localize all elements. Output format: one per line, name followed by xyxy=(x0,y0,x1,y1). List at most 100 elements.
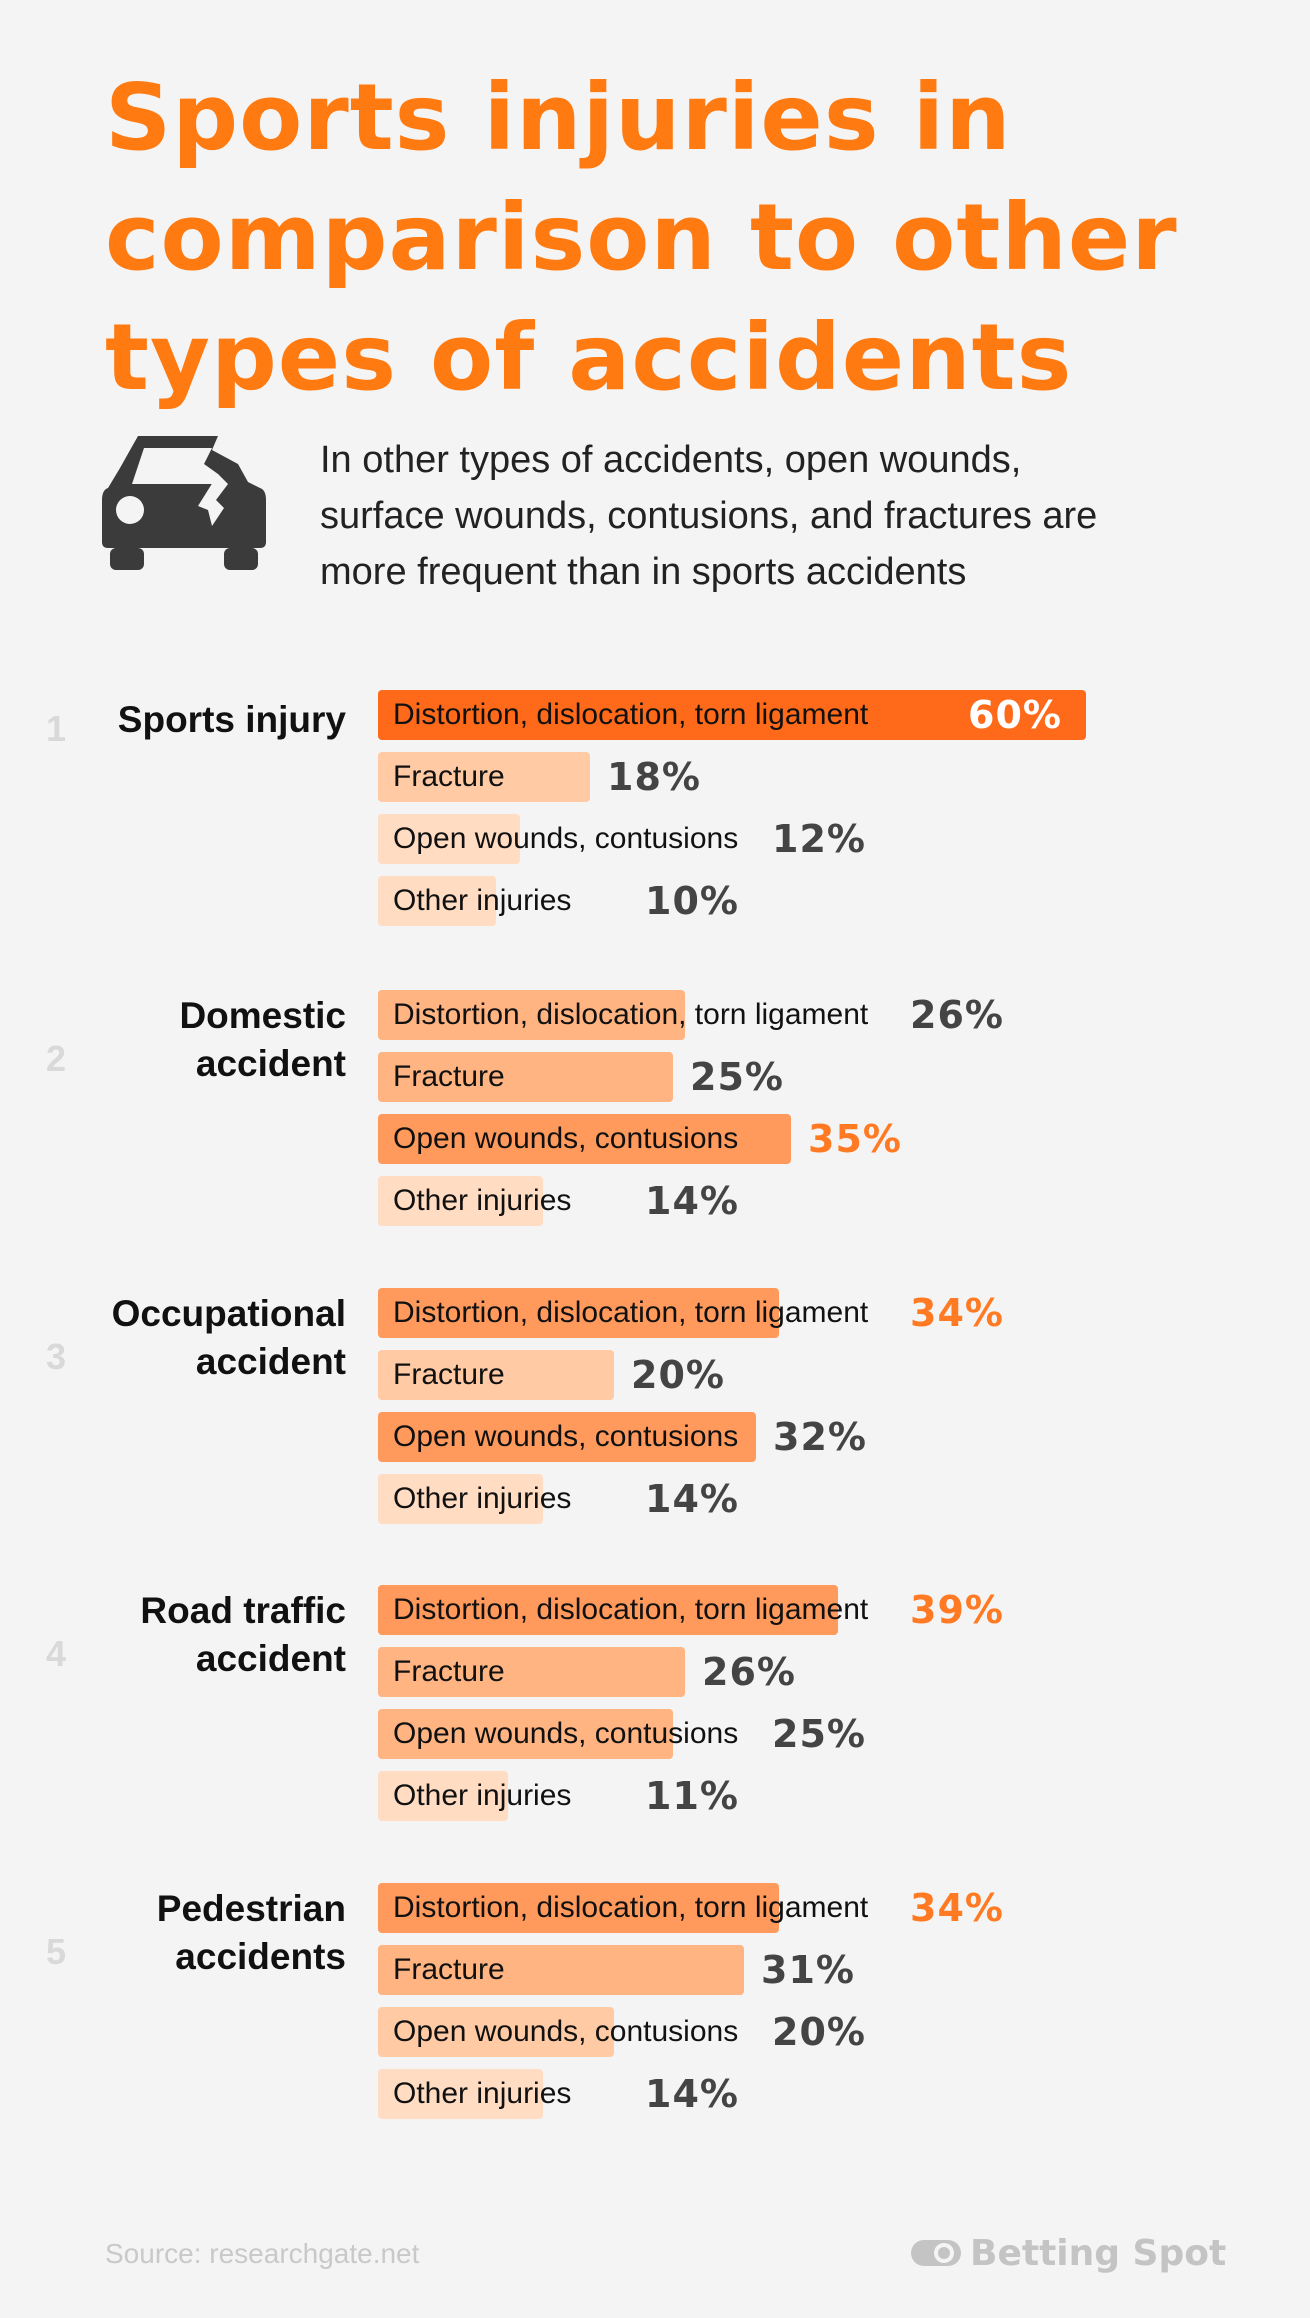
group-label-line: accidents xyxy=(175,1936,346,1977)
bar-value-label: 26% xyxy=(910,993,1004,1037)
bar-category-label: Other injuries xyxy=(393,2077,572,2110)
group-label: Pedestrian accidents xyxy=(26,1885,346,1981)
bar-category-label: Fracture xyxy=(393,1953,505,1986)
chart-group: 5 Pedestrian accidents Distortion, dislocat… xyxy=(0,1883,1310,2133)
bar xyxy=(378,2007,614,2057)
bar-category-label: Fracture xyxy=(393,1655,505,1688)
group-label-line: Occupational xyxy=(111,1293,346,1334)
bar-value-label: 34% xyxy=(910,1291,1004,1335)
chart-row: Fracture 26% xyxy=(378,1647,1278,1697)
title-line: types of accidents xyxy=(105,304,1073,411)
bar-value-label: 25% xyxy=(772,1712,866,1756)
bar xyxy=(378,690,1086,740)
bar-category-label: Other injuries xyxy=(393,1482,572,1515)
group-label-line: accident xyxy=(195,1043,346,1084)
chart-row: Open wounds, contusions 35% xyxy=(378,1114,1278,1164)
bar xyxy=(378,1176,543,1226)
group-label-line: accident xyxy=(195,1638,346,1679)
bar xyxy=(378,1883,779,1933)
bar-category-label: Open wounds, contusions xyxy=(393,1122,739,1155)
bar-value-label: 14% xyxy=(645,1179,739,1223)
bar-category-label: Open wounds, contusions xyxy=(393,2015,739,2048)
chart-row: Fracture 31% xyxy=(378,1945,1278,1995)
chart-row: Other injuries 14% xyxy=(378,2069,1278,2119)
subtitle-line: In other types of accidents, open wounds… xyxy=(320,439,1022,481)
group-label: Road traffic accident xyxy=(26,1587,346,1683)
bar xyxy=(378,876,496,926)
bar xyxy=(378,1114,791,1164)
group-label: Occupational accident xyxy=(26,1290,346,1386)
bar-category-label: Fracture xyxy=(393,1060,505,1093)
bar-value-label: 31% xyxy=(761,1948,855,1992)
chart-row: Open wounds, contusions 32% xyxy=(378,1412,1278,1462)
bar xyxy=(378,1709,673,1759)
source-note: Source: researchgate.net xyxy=(105,2238,420,2269)
bar-category-label: Distortion, dislocation, torn ligament xyxy=(393,698,869,731)
bar-category-label: Open wounds, contusions xyxy=(393,1420,739,1453)
bar-category-label: Distortion, dislocation, torn ligament xyxy=(393,998,869,1031)
bar xyxy=(378,1647,685,1697)
bar xyxy=(378,1771,508,1821)
group-rank: 5 xyxy=(45,1931,67,1972)
group-label-line: Pedestrian xyxy=(156,1888,346,1929)
bar-value-label: 25% xyxy=(690,1055,784,1099)
bar-value-label: 14% xyxy=(645,2072,739,2116)
bar xyxy=(378,752,590,802)
chart-row: Distortion, dislocation, torn ligament 34… xyxy=(378,1883,1278,1933)
bar xyxy=(378,1350,614,1400)
title-line: Sports injuries in xyxy=(105,64,1012,171)
bar xyxy=(378,1412,756,1462)
bar xyxy=(378,1474,543,1524)
chart-row: Distortion, dislocation, torn ligament 26… xyxy=(378,990,1278,1040)
group-label: Sports injury xyxy=(26,696,346,744)
bar-value-label: 20% xyxy=(631,1353,725,1397)
chart-row: Open wounds, contusions 25% xyxy=(378,1709,1278,1759)
brand-name: Betting Spot xyxy=(970,2232,1227,2274)
bar xyxy=(378,990,685,1040)
bar-category-label: Other injuries xyxy=(393,1184,572,1217)
page-title: Sports injuries in comparison to other t… xyxy=(105,58,1255,418)
bar-category-label: Open wounds, contusions xyxy=(393,1717,739,1750)
bar-category-label: Distortion, dislocation, torn ligament xyxy=(393,1296,869,1329)
chart-group: 2 Domestic accident Distortion, dislocation… xyxy=(0,990,1310,1240)
chart-row: Open wounds, contusions 20% xyxy=(378,2007,1278,2057)
chart-row: Distortion, dislocation, torn ligament 34… xyxy=(378,1288,1278,1338)
bar-value-label: 10% xyxy=(645,879,739,923)
group-label-line: Road traffic xyxy=(140,1590,346,1631)
bar-value-label: 35% xyxy=(808,1117,902,1161)
bar-value-label: 32% xyxy=(773,1415,867,1459)
group-label-line: Domestic xyxy=(179,995,346,1036)
bar xyxy=(378,1288,779,1338)
group-rank: 2 xyxy=(45,1038,67,1079)
bar-category-label: Fracture xyxy=(393,1358,505,1391)
group-label-line: Sports injury xyxy=(117,699,346,740)
chart-group: 3 Occupational accident Distortion, disloca… xyxy=(0,1288,1310,1538)
subtitle-line: more frequent than in sports accidents xyxy=(320,551,967,593)
group-label-line: accident xyxy=(195,1341,346,1382)
brand: Betting Spot xyxy=(910,2228,1226,2278)
bar-category-label: Other injuries xyxy=(393,884,572,917)
bar-value-label: 39% xyxy=(910,1588,1004,1632)
bar-value-label: 34% xyxy=(910,1886,1004,1930)
chart-row: Distortion, dislocation, torn ligament 39… xyxy=(378,1585,1278,1635)
chart-row: Fracture 20% xyxy=(378,1350,1278,1400)
bar xyxy=(378,814,520,864)
bar-category-label: Distortion, dislocation, torn ligament xyxy=(393,1891,869,1924)
bar-category-label: Distortion, dislocation, torn ligament xyxy=(393,1593,869,1626)
damaged-car-icon xyxy=(102,436,266,570)
bar xyxy=(378,1052,673,1102)
subtitle: In other types of accidents, open wounds… xyxy=(320,432,1280,600)
bar-value-label: 12% xyxy=(772,817,866,861)
chart-group: 1 Sports injury Distortion, dislocation, t… xyxy=(0,690,1310,940)
chart-row: Other injuries 11% xyxy=(378,1771,1278,1821)
subtitle-line: surface wounds, contusions, and fracture… xyxy=(320,495,1098,537)
bar xyxy=(378,1945,744,1995)
chart-row: Distortion, dislocation, torn ligament 60… xyxy=(378,690,1278,740)
chart-group: 4 Road traffic accident Distortion, disloca… xyxy=(0,1585,1310,1835)
group-rank: 1 xyxy=(45,708,67,749)
bar-category-label: Fracture xyxy=(393,760,505,793)
bar-value-label: 60% xyxy=(968,693,1062,737)
chart-row: Fracture 25% xyxy=(378,1052,1278,1102)
group-label: Domestic accident xyxy=(26,992,346,1088)
group-rank: 3 xyxy=(45,1336,67,1377)
